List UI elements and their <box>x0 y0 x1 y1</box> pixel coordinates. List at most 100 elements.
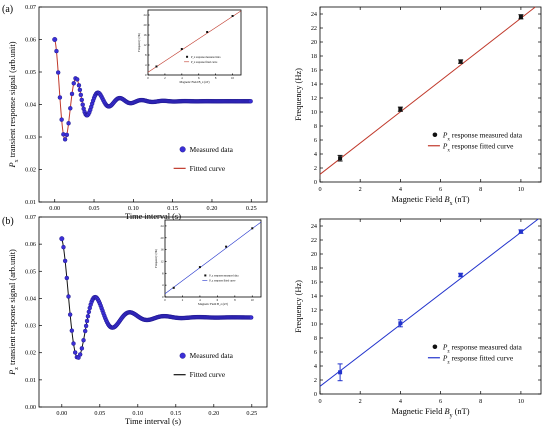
x-tick-label: 0.05 <box>94 410 105 417</box>
y-tick-label: 20 <box>311 39 317 46</box>
y-tick-label: 14 <box>311 81 317 88</box>
inset-x-tick-label: 0 <box>147 76 149 80</box>
data-point <box>66 121 71 126</box>
data-point <box>79 346 85 351</box>
data-point <box>78 92 84 98</box>
y-tick-label: 4 <box>314 151 317 158</box>
plot-frame <box>38 216 268 408</box>
inset-background <box>165 220 261 297</box>
panel-label-a: (a) <box>2 4 13 15</box>
data-point <box>62 137 68 142</box>
panel-label-b: (b) <box>2 216 14 227</box>
y-tick-label: 0.02 <box>25 350 36 357</box>
data-point <box>66 294 71 299</box>
data-point <box>85 314 91 319</box>
x-tick-label: 0.10 <box>128 205 139 212</box>
x-tick-label: 8 <box>479 186 482 193</box>
legend-label-fitted: Fitted curve <box>190 370 226 379</box>
x-tick-label: 0.00 <box>56 410 67 417</box>
data-point <box>62 258 68 264</box>
inset-fit-line <box>147 10 242 73</box>
fit-line <box>319 6 536 175</box>
inset-x-axis-label: Magnetic Field B_x (nT) <box>179 80 209 84</box>
inset-x-tick-label: 10 <box>251 298 255 302</box>
x-tick-label: 6 <box>439 398 442 405</box>
inset-data-point <box>198 266 201 269</box>
y-tick-label: 0.06 <box>25 37 36 44</box>
y-tick-label: 2 <box>314 165 317 172</box>
y-tick-label: 8 <box>314 335 317 342</box>
x-tick-label: 2 <box>359 398 362 405</box>
data-point <box>72 350 78 355</box>
inset-data-point <box>231 15 234 17</box>
inset-y-tick-label: 24 <box>161 224 165 228</box>
inset-background <box>148 10 241 75</box>
inset-y-tick-label: 24 <box>144 13 148 17</box>
y-tick-label: 0.07 <box>25 4 36 11</box>
inset-x-tick-label: 8 <box>234 298 236 302</box>
inset-legend-marker <box>204 274 207 277</box>
inset-y-tick-label: 4 <box>162 283 164 287</box>
y-tick-label: 0.01 <box>25 199 36 206</box>
data-point <box>81 337 86 343</box>
data-point <box>77 352 83 357</box>
data-point <box>67 312 73 317</box>
inset-data-point <box>206 31 209 33</box>
y-tick-label: 18 <box>311 53 317 60</box>
x-tick-label: 0 <box>318 186 321 193</box>
y-tick-label: 0.04 <box>25 102 36 109</box>
data-point <box>59 236 65 242</box>
inset-legend-fitted: P_z response fitted curve <box>209 279 236 282</box>
data-point <box>518 229 523 234</box>
inset-legend-measured: P_z response measured data <box>209 274 239 277</box>
y-tick-label: 0.02 <box>25 167 36 174</box>
data-point <box>338 156 343 161</box>
inset-y-tick-label: 4 <box>145 63 147 67</box>
y-tick-label: 0 <box>314 179 317 186</box>
inset-y-axis-label: Frequency (Hz) <box>154 249 158 268</box>
inset-x-tick-label: 10 <box>231 76 235 80</box>
legend-marker-measured <box>432 132 438 138</box>
y-tick-label: 0.05 <box>25 69 36 76</box>
inset-x-tick-label: 6 <box>198 76 200 80</box>
x-tick-label: 0 <box>318 398 321 405</box>
data-point <box>64 132 70 138</box>
legend-label-fitted: Fitted curve <box>190 164 226 173</box>
inset-y-tick-label: 12 <box>144 43 148 47</box>
inset-y-tick-label: 8 <box>145 53 147 57</box>
inset-y-tick-label: 20 <box>144 23 148 27</box>
y-tick-label: 0.05 <box>25 268 36 275</box>
data-point <box>80 102 85 107</box>
x-tick-label: 0.25 <box>246 410 257 417</box>
x-axis-label: Magnetic Field Bx (nT) <box>391 195 469 207</box>
inset-x-tick-label: 2 <box>164 76 166 80</box>
inset-y-tick-label: 16 <box>161 248 165 252</box>
legend-marker-measured <box>432 344 438 350</box>
y-tick-label: 0.03 <box>25 134 36 141</box>
data-point <box>59 117 64 122</box>
inset-y-tick-label: 20 <box>161 236 165 240</box>
y-tick-label: 6 <box>314 349 317 356</box>
x-tick-label: 0.05 <box>89 205 100 212</box>
plot-frame <box>319 218 542 395</box>
y-tick-label: 24 <box>311 223 317 230</box>
inset-x-tick-label: 6 <box>217 298 219 302</box>
y-tick-label: 10 <box>311 321 317 328</box>
x-axis-label: Time interval (s) <box>125 417 181 426</box>
inset-y-tick-label: 0 <box>162 295 164 299</box>
data-point <box>76 83 82 88</box>
data-point <box>71 341 76 346</box>
legend-label-fitted: Px response fitted curve <box>442 141 514 153</box>
y-tick-label: 18 <box>311 265 317 272</box>
chart-a-left: 0.00 0.05 0.10 0.15 0.20 0.25 0.01 0.02 0.03 0.04… <box>8 4 268 221</box>
y-tick-label: 2 <box>314 377 317 384</box>
x-tick-label: 0.00 <box>49 205 60 212</box>
y-tick-label: 0.03 <box>25 323 36 330</box>
inset-plot-frame <box>164 219 262 298</box>
inset-y-tick-label: 8 <box>162 271 164 275</box>
inset-legend-marker <box>186 55 189 58</box>
data-point <box>69 91 75 97</box>
